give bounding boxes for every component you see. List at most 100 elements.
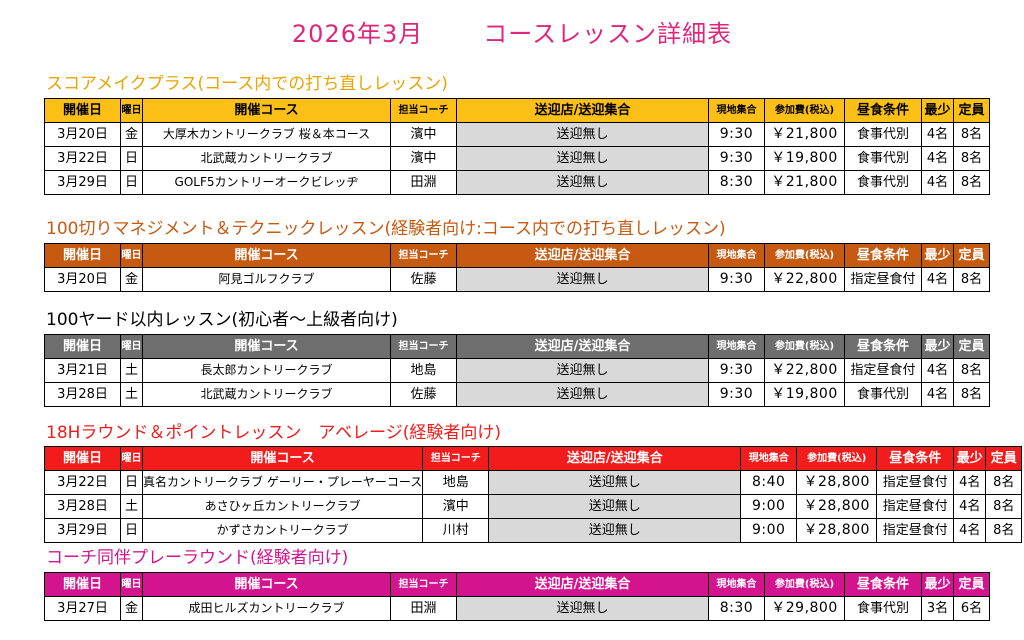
cell-coach: 田淵 [390,596,457,621]
cell-meet-time: 9:30 [708,382,765,407]
column-header-date: 開催日 [44,446,121,471]
column-header-coach: 担当コーチ [390,243,457,268]
column-header-meet-time: 現地集合 [708,243,765,268]
cell-lunch: 食事代別 [844,382,922,407]
section-title: コーチ同伴プレーラウンド(経験者向け) [46,548,349,568]
column-header-min: 最少 [921,334,954,359]
schedule-table: 開催日 曜日 開催コース 担当コーチ 送迎店/送迎集合 現地集合 参加費(税込) 昼食条件 最少… [44,98,990,195]
table-header-row: 開催日 曜日 開催コース 担当コーチ 送迎店/送迎集合 現地集合 参加費(税込) 昼食条件 最少… [44,98,990,123]
cell-lunch: 食事代別 [844,146,922,171]
cell-lunch: 指定昼食付 [876,470,955,495]
column-header-coach: 担当コーチ [390,98,457,123]
column-header-date: 開催日 [44,98,121,123]
cell-min: 4名 [953,494,987,519]
page-title: 2026年3月 コースレッスン詳細表 [0,14,1024,49]
cell-meet-time: 8:30 [708,170,765,195]
cell-day: 土 [120,382,143,407]
cell-capacity: 8名 [985,470,1023,495]
column-header-lunch: 昼食条件 [844,334,922,359]
column-header-capacity: 定員 [953,243,990,268]
cell-lunch: 指定昼食付 [844,358,922,383]
cell-pickup: 送迎無し [456,122,709,147]
cell-capacity: 8名 [953,358,990,383]
cell-fee: ￥28,800 [796,494,878,519]
cell-venue: 長太郎カントリークラブ [142,358,391,383]
column-header-lunch: 昼食条件 [876,446,955,471]
cell-venue: 阿見ゴルフクラブ [142,267,391,292]
cell-min: 4名 [921,122,954,147]
column-header-fee: 参加費(税込) [764,334,845,359]
section-title: 18Hラウンド＆ポイントレッスン アベレージ(経験者向け) [46,423,501,443]
cell-pickup: 送迎無し [488,518,742,543]
cell-meet-time: 9:30 [708,267,765,292]
cell-date: 3月28日 [44,382,121,407]
cell-day: 金 [120,267,143,292]
column-header-pickup: 送迎店/送迎集合 [456,243,709,268]
cell-fee: ￥22,800 [764,267,845,292]
table-row: 3月22日日北武蔵カントリークラブ 濱中 送迎無し 9:30 ￥19,800 食事代別 4名… [44,146,990,171]
cell-meet-time: 8:40 [740,470,798,495]
cell-min: 4名 [921,382,954,407]
cell-fee: ￥22,800 [764,358,845,383]
cell-capacity: 8名 [953,170,990,195]
column-header-pickup: 送迎店/送迎集合 [488,446,742,471]
cell-meet-time: 9:30 [708,358,765,383]
column-header-lunch: 昼食条件 [844,572,922,597]
cell-date: 3月27日 [44,596,121,621]
cell-coach: 濱中 [422,494,490,519]
table-row: 3月28日土北武蔵カントリークラブ 佐藤 送迎無し 9:30 ￥19,800 食事代別 4名… [44,382,990,407]
column-header-lunch: 昼食条件 [844,98,922,123]
cell-lunch: 指定昼食付 [876,494,955,519]
cell-day: 金 [120,122,143,147]
cell-meet-time: 9:30 [708,146,765,171]
column-header-venue: 開催コース [142,334,391,359]
column-header-capacity: 定員 [953,572,990,597]
column-header-lunch: 昼食条件 [844,243,922,268]
cell-min: 4名 [921,267,954,292]
cell-lunch: 指定昼食付 [844,267,922,292]
cell-venue: かずさカントリークラブ [141,518,424,543]
cell-capacity: 6名 [953,596,990,621]
column-header-min: 最少 [921,572,954,597]
cell-coach: 濱中 [390,146,457,171]
cell-venue: 北武蔵カントリークラブ [142,382,391,407]
cell-day: 土 [120,358,143,383]
cell-meet-time: 9:00 [740,494,798,519]
column-header-day: 曜日 [120,98,143,123]
column-header-min: 最少 [921,243,954,268]
cell-capacity: 8名 [985,518,1023,543]
cell-venue: あさひヶ丘カントリークラブ [141,494,424,519]
cell-date: 3月22日 [44,146,121,171]
cell-date: 3月20日 [44,122,121,147]
cell-venue: 北武蔵カントリークラブ [142,146,391,171]
cell-venue: 成田ヒルズカントリークラブ [142,596,391,621]
cell-fee: ￥19,800 [764,382,845,407]
cell-day: 日 [120,146,143,171]
column-header-fee: 参加費(税込) [796,446,878,471]
cell-meet-time: 8:30 [708,596,765,621]
column-header-capacity: 定員 [985,446,1023,471]
cell-pickup: 送迎無し [456,146,709,171]
column-header-day: 曜日 [120,572,143,597]
cell-min: 3名 [921,596,954,621]
schedule-table: 開催日 曜日 開催コース 担当コーチ 送迎店/送迎集合 現地集合 参加費(税込) 昼食条件 最少… [44,446,1023,543]
cell-min: 4名 [921,146,954,171]
column-header-day: 曜日 [120,243,143,268]
table-row: 3月20日金阿見ゴルフクラブ 佐藤 送迎無し 9:30 ￥22,800 指定昼食付 4名 8名 [44,267,990,292]
table-row: 3月27日金成田ヒルズカントリークラブ 田淵 送迎無し 8:30 ￥29,800 食事代別… [44,596,990,621]
column-header-coach: 担当コーチ [422,446,490,471]
column-header-fee: 参加費(税込) [764,572,845,597]
cell-date: 3月29日 [44,518,121,543]
table-row: 3月20日金大厚木カントリークラブ 桜＆本コース 濱中 送迎無し 9:30 ￥21,80… [44,122,990,147]
cell-date: 3月28日 [44,494,121,519]
cell-min: 4名 [921,170,954,195]
column-header-coach: 担当コーチ [390,334,457,359]
table-header-row: 開催日 曜日 開催コース 担当コーチ 送迎店/送迎集合 現地集合 参加費(税込) 昼食条件 最少… [44,572,990,597]
table-header-row: 開催日 曜日 開催コース 担当コーチ 送迎店/送迎集合 現地集合 参加費(税込) 昼食条件 最少… [44,243,990,268]
cell-capacity: 8名 [953,122,990,147]
cell-venue: GOLF5カントリーオークビレッヂ [142,170,391,195]
cell-pickup: 送迎無し [456,267,709,292]
cell-lunch: 食事代別 [844,170,922,195]
cell-day: 日 [120,170,143,195]
column-header-date: 開催日 [44,572,121,597]
